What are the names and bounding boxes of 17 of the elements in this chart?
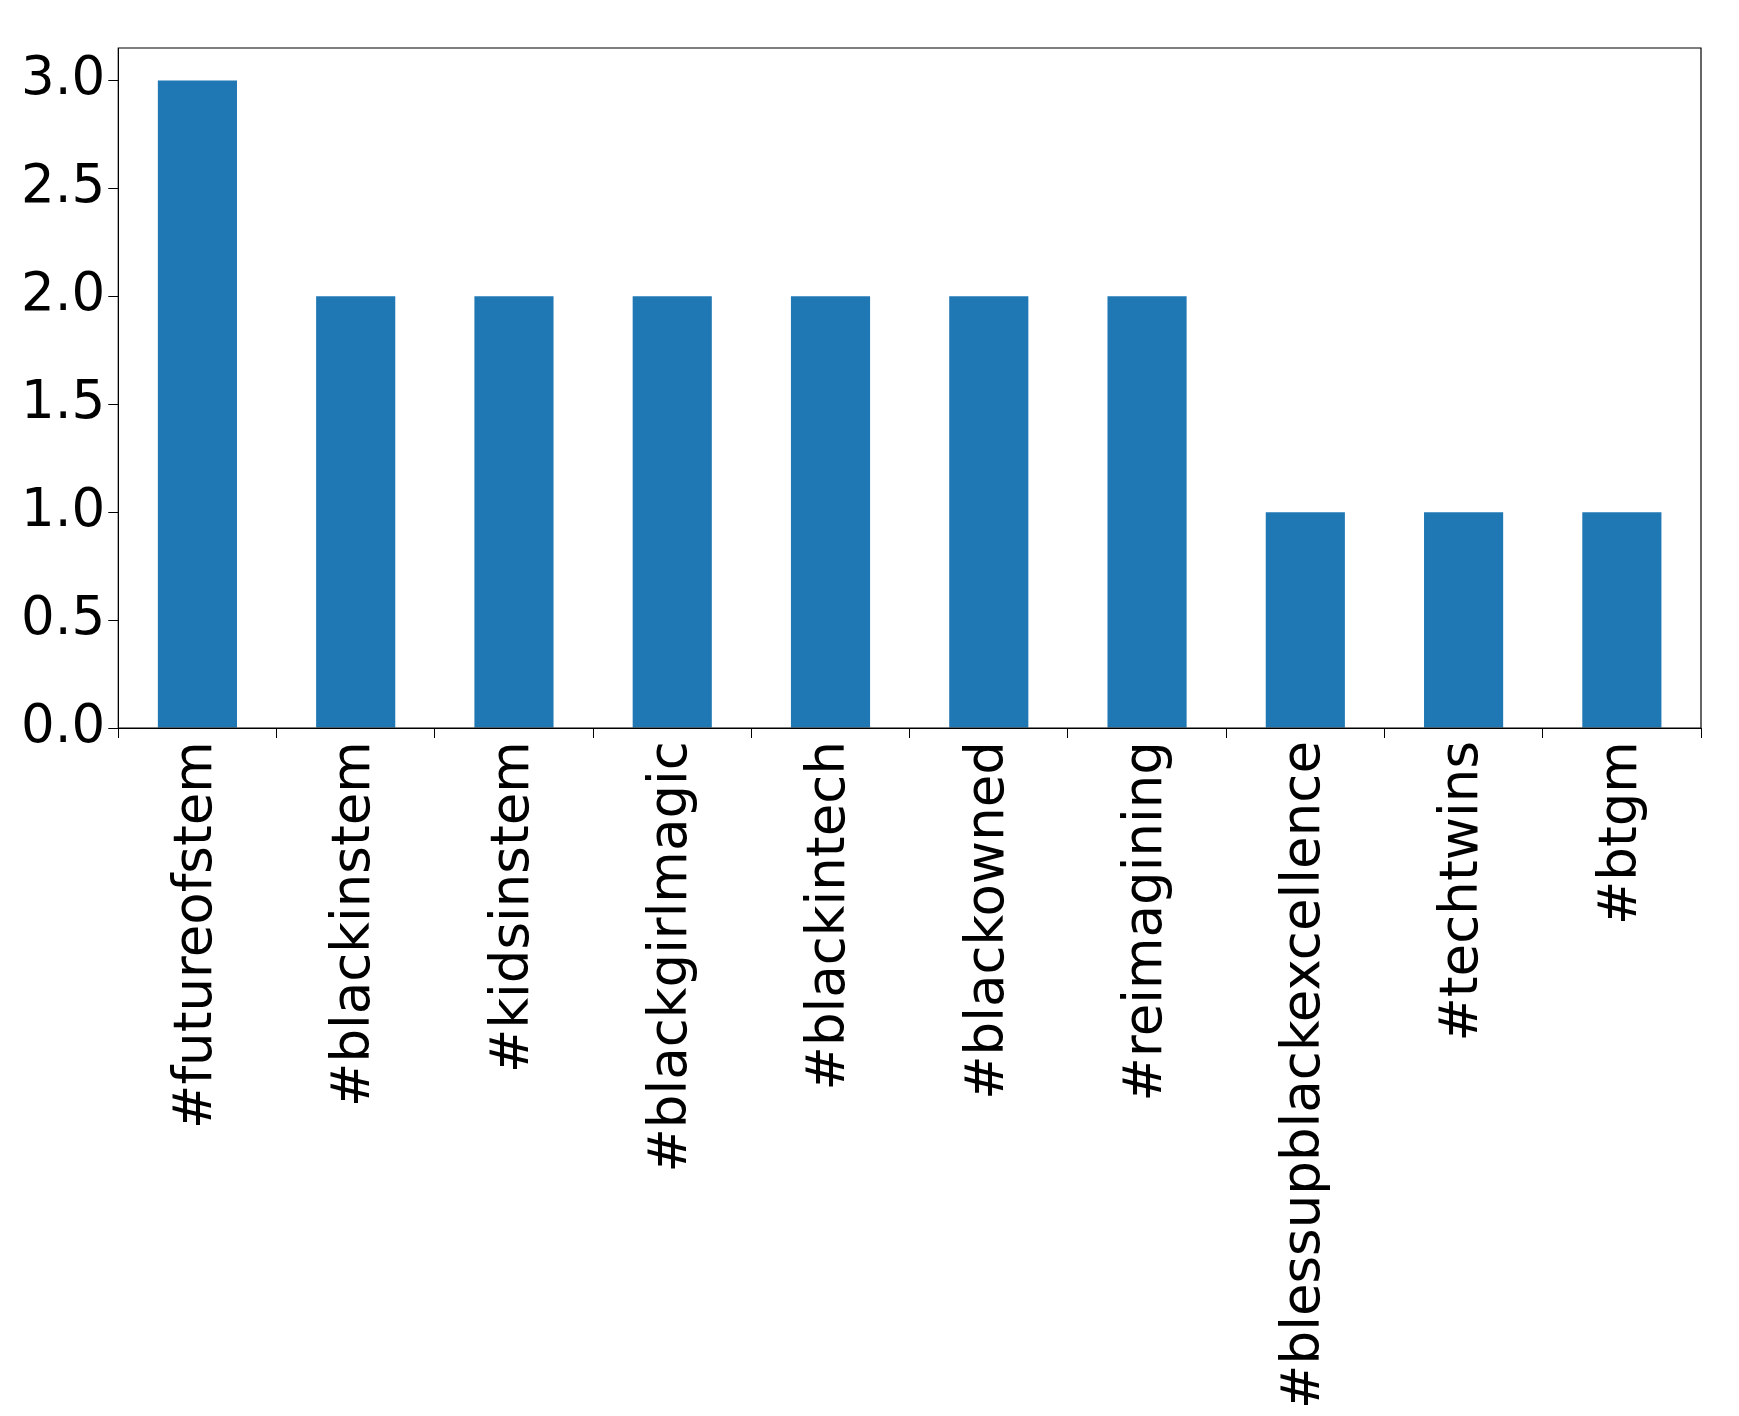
x-tick-label: #kidsinstem	[478, 741, 540, 1074]
x-tick-label: #blackgirlmagic	[637, 741, 698, 1173]
y-tick-label: 3.0	[20, 45, 106, 107]
y-tick-label: 0.0	[20, 692, 106, 754]
x-tick-label: #reimagining	[1111, 741, 1173, 1102]
x-tick-label: #techtwins	[1428, 741, 1490, 1042]
x-tick-label: #futureofstem	[162, 741, 224, 1129]
x-tick-label: #btgm	[1586, 741, 1648, 926]
y-tick-label: 0.5	[20, 584, 106, 646]
x-tick-label: #blackowned	[953, 741, 1015, 1100]
y-tick-label: 2.5	[20, 153, 106, 215]
y-tick-label: 1.5	[20, 368, 106, 430]
x-tick-label: #blackintech	[795, 741, 857, 1091]
y-tick-label: 2.0	[20, 261, 106, 323]
y-tick-label: 1.0	[20, 476, 106, 538]
x-tick-label: #blessupblackexcellence	[1270, 741, 1332, 1409]
x-tick-label: #blackinstem	[320, 741, 382, 1108]
